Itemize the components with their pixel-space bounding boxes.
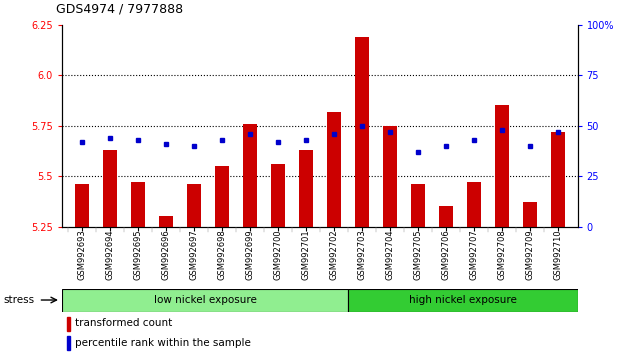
Bar	[215, 166, 229, 227]
Bar	[62, 289, 348, 312]
Text: GSM992699: GSM992699	[245, 230, 254, 280]
Bar	[102, 150, 117, 227]
Text: GSM992697: GSM992697	[189, 230, 198, 280]
Bar	[467, 182, 481, 227]
Text: GSM992705: GSM992705	[414, 230, 422, 280]
Bar	[159, 216, 173, 227]
Bar	[551, 132, 565, 227]
Text: GSM992704: GSM992704	[386, 230, 394, 280]
Text: GSM992706: GSM992706	[442, 230, 450, 280]
Bar	[411, 184, 425, 227]
Text: GSM992693: GSM992693	[77, 230, 86, 280]
Bar	[67, 317, 70, 331]
Bar	[131, 182, 145, 227]
Text: GSM992701: GSM992701	[301, 230, 310, 280]
Text: stress: stress	[3, 295, 34, 305]
Text: GSM992700: GSM992700	[273, 230, 283, 280]
Text: GDS4974 / 7977888: GDS4974 / 7977888	[56, 3, 183, 16]
Text: GSM992698: GSM992698	[217, 230, 226, 280]
Text: GSM992710: GSM992710	[553, 230, 563, 280]
Bar	[271, 164, 285, 227]
Text: percentile rank within the sample: percentile rank within the sample	[75, 337, 251, 348]
Bar	[67, 336, 70, 350]
Text: GSM992703: GSM992703	[357, 230, 366, 280]
Bar	[495, 105, 509, 227]
Bar	[327, 112, 341, 227]
Bar	[383, 126, 397, 227]
Text: GSM992707: GSM992707	[469, 230, 478, 280]
Bar	[523, 202, 537, 227]
Text: GSM992694: GSM992694	[105, 230, 114, 280]
Bar	[355, 37, 369, 227]
Bar	[243, 124, 257, 227]
Text: high nickel exposure: high nickel exposure	[409, 295, 517, 305]
Text: GSM992696: GSM992696	[161, 230, 170, 280]
Bar	[187, 184, 201, 227]
Bar	[75, 184, 89, 227]
Text: GSM992702: GSM992702	[329, 230, 338, 280]
Text: GSM992709: GSM992709	[525, 230, 535, 280]
Bar	[299, 150, 313, 227]
Text: GSM992708: GSM992708	[497, 230, 506, 280]
Bar	[348, 289, 578, 312]
Text: GSM992695: GSM992695	[134, 230, 142, 280]
Bar	[439, 206, 453, 227]
Text: transformed count: transformed count	[75, 318, 173, 329]
Text: low nickel exposure: low nickel exposure	[154, 295, 256, 305]
